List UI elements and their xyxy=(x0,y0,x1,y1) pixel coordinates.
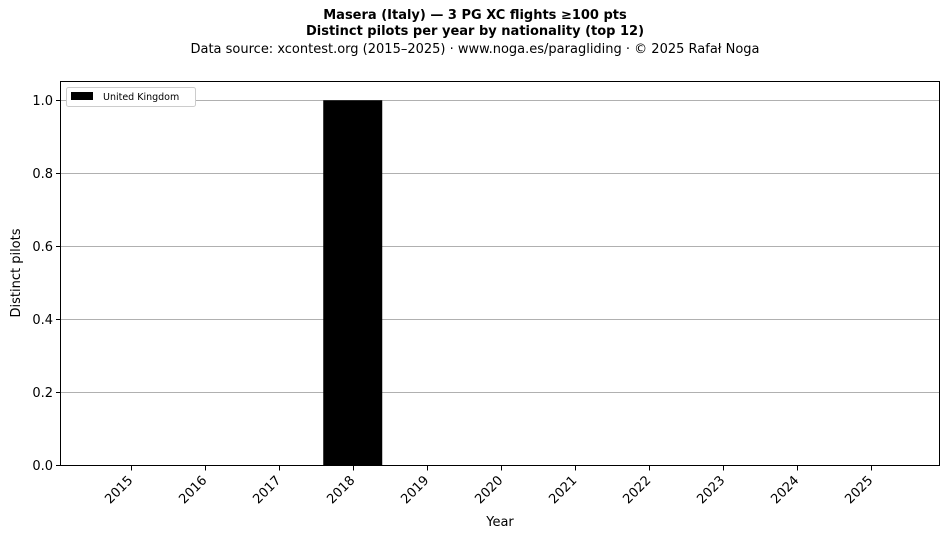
x-tick-label: 2019 xyxy=(398,473,432,507)
x-tick-label: 2021 xyxy=(546,473,580,507)
x-tick-label: 2018 xyxy=(324,473,358,507)
legend-label: United Kingdom xyxy=(103,92,179,103)
bar xyxy=(323,100,383,465)
chart-subtitle: Distinct pilots per year by nationality … xyxy=(305,24,645,39)
y-tick-label: 0.8 xyxy=(32,167,53,182)
y-tick-label: 0.2 xyxy=(32,386,53,401)
plot-area-frame xyxy=(60,81,940,466)
x-tick-label: 2020 xyxy=(472,473,506,507)
x-tick-label: 2016 xyxy=(176,473,210,507)
x-axis-label: Year xyxy=(485,515,514,530)
x-tick-label: 2017 xyxy=(250,473,284,507)
y-axis-ticks: 0.0 0.2 0.4 0.6 0.8 1.0 xyxy=(32,94,61,474)
y-axis-label: Distinct pilots xyxy=(9,228,24,317)
x-axis-ticks: 2015 2016 2017 2018 2019 2020 2021 2022 2023 2024… xyxy=(102,465,876,507)
legend-box xyxy=(66,87,196,107)
legend-swatch xyxy=(71,92,93,100)
x-tick-label: 2023 xyxy=(694,473,728,507)
x-tick-label: 2022 xyxy=(620,473,654,507)
y-tick-label: 0.0 xyxy=(32,459,53,474)
y-tick-label: 0.6 xyxy=(32,240,53,255)
x-tick-label: 2025 xyxy=(842,473,876,507)
grid-lines xyxy=(61,100,939,393)
y-tick-label: 0.4 xyxy=(32,313,53,328)
chart-source-note: Data source: xcontest.org (2015–2025) · … xyxy=(190,42,760,57)
x-tick-label: 2015 xyxy=(102,473,136,507)
legend: United Kingdom xyxy=(66,87,196,107)
y-tick-label: 1.0 xyxy=(32,94,53,109)
x-tick-label: 2024 xyxy=(768,473,802,507)
chart-title: Masera (Italy) — 3 PG XC flights ≥100 pt… xyxy=(323,8,627,23)
bars xyxy=(323,100,383,465)
